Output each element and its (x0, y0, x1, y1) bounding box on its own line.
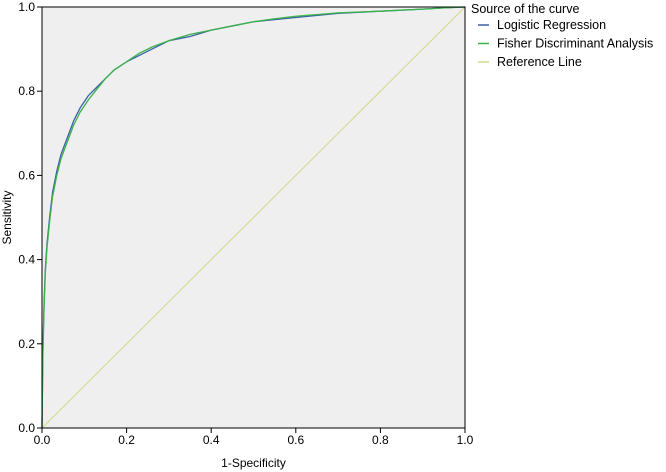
y-tick-label: 1.0 (18, 0, 35, 14)
legend-label-fisher-discriminant-analysis: Fisher Discriminant Analysis (497, 37, 653, 51)
x-tick-label: 0.0 (34, 433, 51, 447)
x-tick-label: 0.6 (287, 433, 304, 447)
y-axis-ticks: 0.0 0.2 0.4 0.6 0.8 1.0 (18, 0, 42, 435)
x-tick-label: 1.0 (457, 433, 474, 447)
x-tick-label: 0.8 (372, 433, 389, 447)
x-axis-label: 1-Specificity (221, 456, 286, 470)
y-tick-label: 0.0 (18, 421, 35, 435)
fisher-discriminant-analysis-line (41, 6, 466, 429)
x-axis-ticks: 0.0 0.2 0.4 0.6 0.8 1.0 (34, 428, 474, 447)
legend-title: Source of the curve (471, 2, 579, 16)
y-tick-label: 0.2 (18, 337, 35, 351)
x-tick-label: 0.2 (118, 433, 135, 447)
y-tick-label: 0.8 (18, 84, 35, 98)
y-axis-label: Sensitivity (0, 190, 14, 244)
reference-line-layer (41, 6, 466, 429)
y-tick-label: 0.6 (18, 168, 35, 182)
plot-frame (41, 6, 466, 429)
legend-label-logistic-regression: Logistic Regression (497, 18, 606, 32)
reference-line-line (41, 6, 466, 429)
y-tick-label: 0.4 (18, 253, 35, 267)
legend-label-reference-line: Reference Line (497, 55, 582, 69)
x-tick-label: 0.4 (203, 433, 220, 447)
legend: Source of the curve Logistic Regression F… (471, 2, 653, 69)
series-layer (41, 6, 466, 429)
